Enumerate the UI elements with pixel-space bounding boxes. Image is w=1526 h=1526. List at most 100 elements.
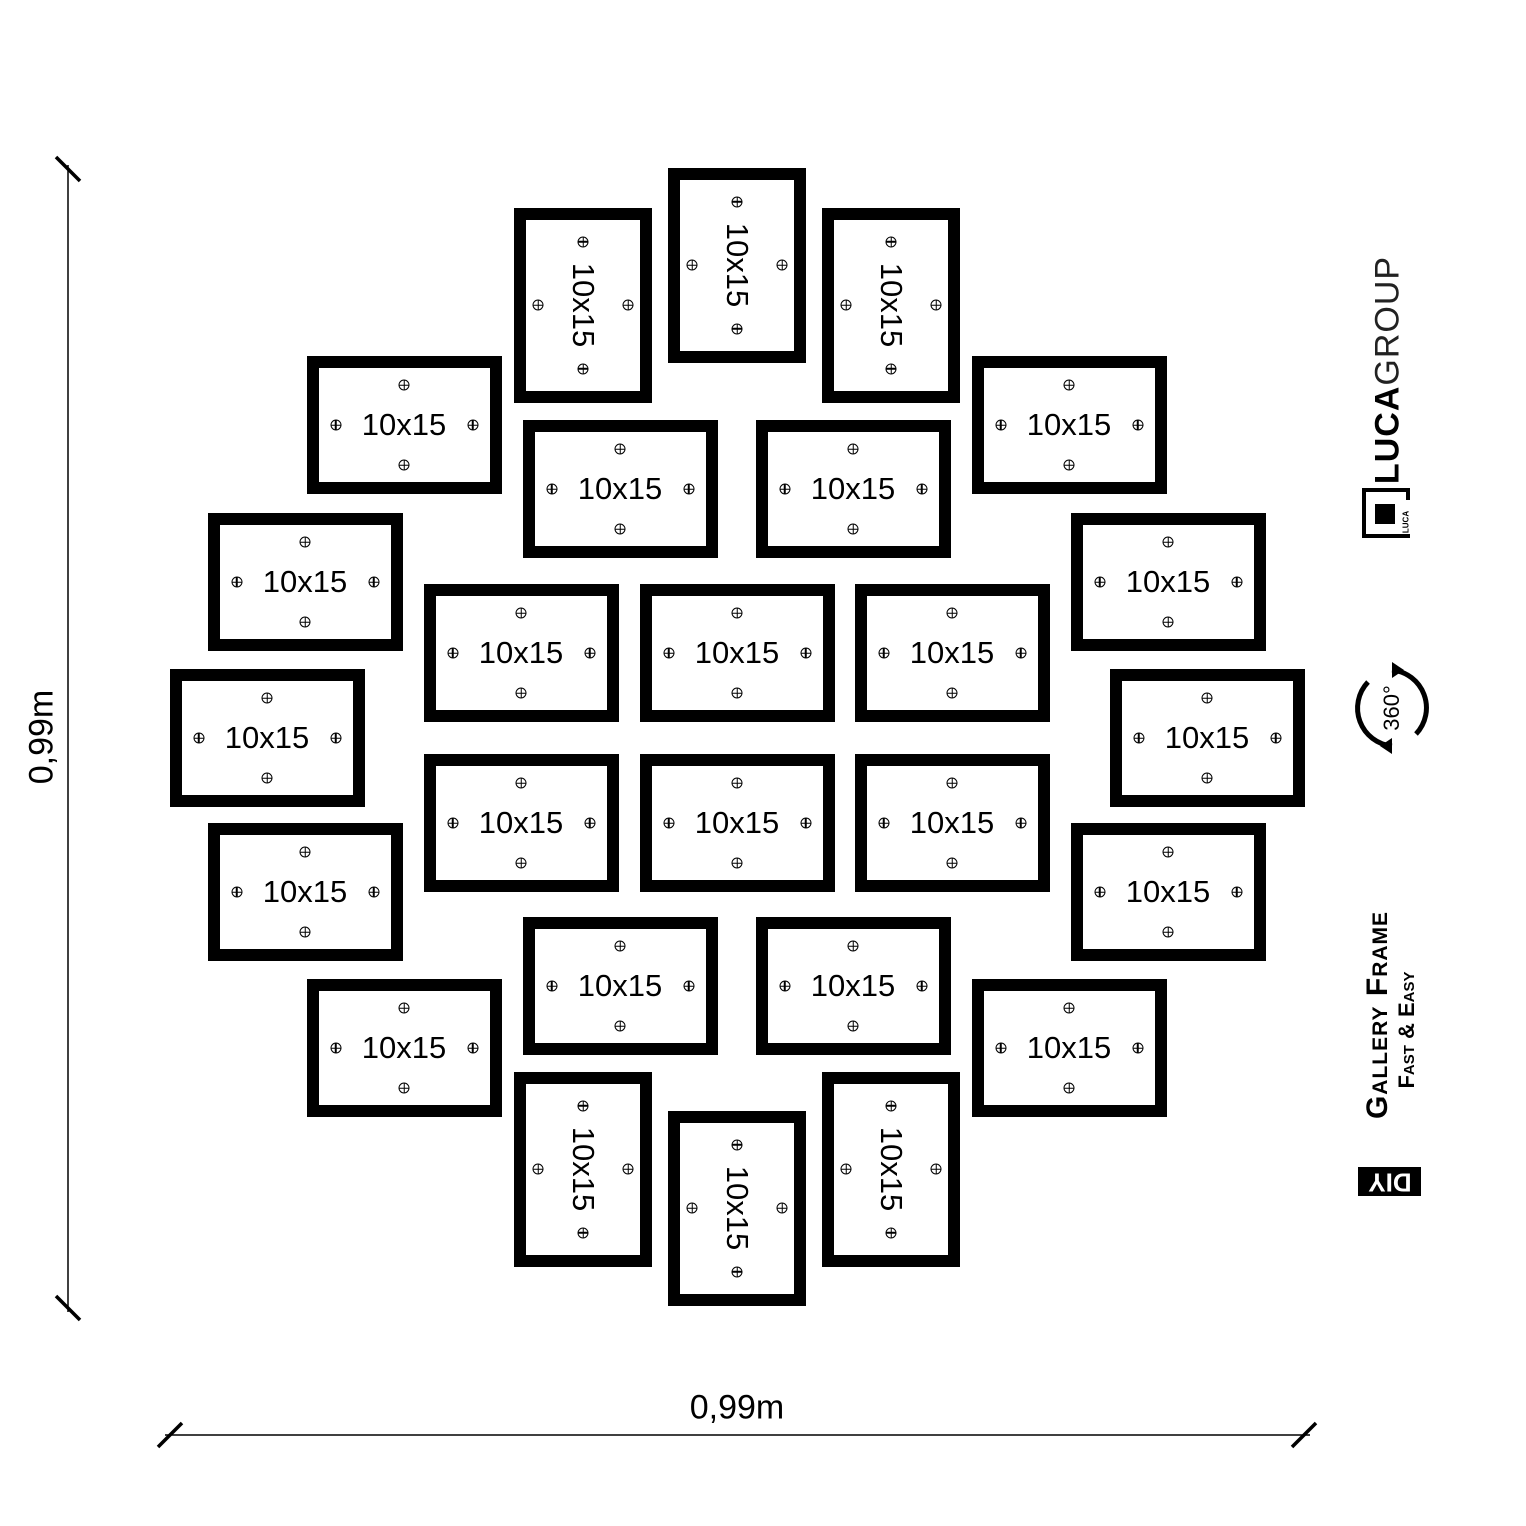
mounting-screw-icon <box>1094 886 1105 898</box>
photo-frame: 10x15 <box>639 754 835 892</box>
mounting-screw-icon <box>546 980 557 992</box>
mounting-screw-icon <box>885 1227 897 1238</box>
mounting-screw-icon <box>467 1042 478 1054</box>
mounting-screw-icon <box>731 607 743 619</box>
mounting-screw-icon <box>1094 576 1105 588</box>
frame-size-label: 10x15 <box>478 635 564 670</box>
mounting-screw-icon <box>330 732 341 744</box>
mounting-screw-icon <box>1063 379 1075 391</box>
mounting-screw-icon <box>663 817 674 829</box>
width-label: 0,99m <box>689 1388 785 1427</box>
mounting-screw-icon <box>467 419 478 431</box>
frame-size-label: 10x15 <box>694 635 780 670</box>
mounting-screw-icon <box>847 1020 859 1032</box>
photo-frame: 10x15 <box>522 420 718 558</box>
mounting-screw-icon <box>878 647 889 659</box>
photo-frame: 10x15 <box>639 584 835 722</box>
photo-frame: 10x15 <box>207 513 403 651</box>
photo-frame: 10x15 <box>854 754 1050 892</box>
mounting-screw-icon <box>1063 459 1075 471</box>
photo-frame: 10x15 <box>169 669 365 807</box>
mounting-screw-icon <box>686 259 698 271</box>
frame-size-label: 10x15 <box>810 471 896 506</box>
frame-size-label: 10x15 <box>1026 1030 1112 1065</box>
frame-size-label: 10x15 <box>361 1030 447 1065</box>
frame-size-label: 10x15 <box>577 968 663 1003</box>
mounting-screw-icon <box>622 299 634 311</box>
rotate-360-icon: 360° <box>1346 662 1438 754</box>
photo-frame: 10x15 <box>306 356 502 494</box>
mounting-screw-icon <box>1231 886 1242 898</box>
mounting-screw-icon <box>577 236 589 247</box>
mounting-screw-icon <box>1015 817 1026 829</box>
mounting-screw-icon <box>398 459 410 471</box>
mounting-screw-icon <box>515 607 527 619</box>
mounting-screw-icon <box>885 1100 897 1111</box>
diy-badge: DIY <box>1358 1167 1421 1197</box>
mounting-screw-icon <box>847 523 859 535</box>
frame-size-label: 10x15 <box>262 874 348 909</box>
mounting-screw-icon <box>878 817 889 829</box>
mounting-screw-icon <box>731 1266 743 1277</box>
mounting-screw-icon <box>686 1202 698 1214</box>
mounting-screw-icon <box>731 1139 743 1150</box>
mounting-screw-icon <box>299 846 311 858</box>
mounting-screw-icon <box>916 980 927 992</box>
frame-size-label: 10x15 <box>577 471 663 506</box>
frame-size-label: 10x15 <box>874 262 909 348</box>
mounting-screw-icon <box>1132 419 1143 431</box>
mounting-screw-icon <box>614 940 626 952</box>
mounting-screw-icon <box>946 777 958 789</box>
mounting-screw-icon <box>800 817 811 829</box>
mounting-screw-icon <box>532 1163 544 1175</box>
frame-size-label: 10x15 <box>1026 407 1112 442</box>
photo-frame: 10x15 <box>1070 513 1266 651</box>
mounting-screw-icon <box>930 299 942 311</box>
mounting-screw-icon <box>779 483 790 495</box>
photo-frame: 10x15 <box>822 207 960 403</box>
photo-frame: 10x15 <box>423 754 619 892</box>
mounting-screw-icon <box>614 1020 626 1032</box>
logo-mark-text: LUCA <box>1401 510 1411 534</box>
mounting-screw-icon <box>1015 647 1026 659</box>
frame-size-label: 10x15 <box>1125 564 1211 599</box>
mounting-screw-icon <box>840 299 852 311</box>
width-dimension-line <box>156 1421 1318 1449</box>
mounting-screw-icon <box>447 647 458 659</box>
photo-frame: 10x15 <box>423 584 619 722</box>
frame-size-label: 10x15 <box>874 1126 909 1212</box>
mounting-screw-icon <box>1162 536 1174 548</box>
mounting-screw-icon <box>731 857 743 869</box>
mounting-screw-icon <box>946 607 958 619</box>
photo-frame: 10x15 <box>755 917 951 1055</box>
height-dimension-line <box>54 155 82 1322</box>
rotation-label: 360° <box>1379 685 1404 731</box>
mounting-screw-icon <box>731 777 743 789</box>
mounting-screw-icon <box>299 926 311 938</box>
frame-size-label: 10x15 <box>478 805 564 840</box>
mounting-screw-icon <box>577 1100 589 1111</box>
mounting-screw-icon <box>515 857 527 869</box>
mounting-screw-icon <box>779 980 790 992</box>
mounting-screw-icon <box>946 687 958 699</box>
photo-frame: 10x15 <box>207 823 403 961</box>
mounting-screw-icon <box>885 363 897 374</box>
mounting-screw-icon <box>330 1042 341 1054</box>
mounting-screw-icon <box>1201 772 1213 784</box>
mounting-screw-icon <box>330 419 341 431</box>
mounting-screw-icon <box>584 647 595 659</box>
photo-frame: 10x15 <box>1109 669 1305 807</box>
mounting-screw-icon <box>299 616 311 628</box>
mounting-screw-icon <box>800 647 811 659</box>
mounting-screw-icon <box>515 687 527 699</box>
mounting-screw-icon <box>847 443 859 455</box>
frame-size-label: 10x15 <box>262 564 348 599</box>
photo-frame: 10x15 <box>514 1071 652 1267</box>
mounting-screw-icon <box>231 886 242 898</box>
mounting-screw-icon <box>398 1082 410 1094</box>
mounting-screw-icon <box>1063 1082 1075 1094</box>
luca-mark-icon: LUCA <box>1362 488 1411 538</box>
photo-frame: 10x15 <box>514 207 652 403</box>
frame-size-label: 10x15 <box>909 635 995 670</box>
